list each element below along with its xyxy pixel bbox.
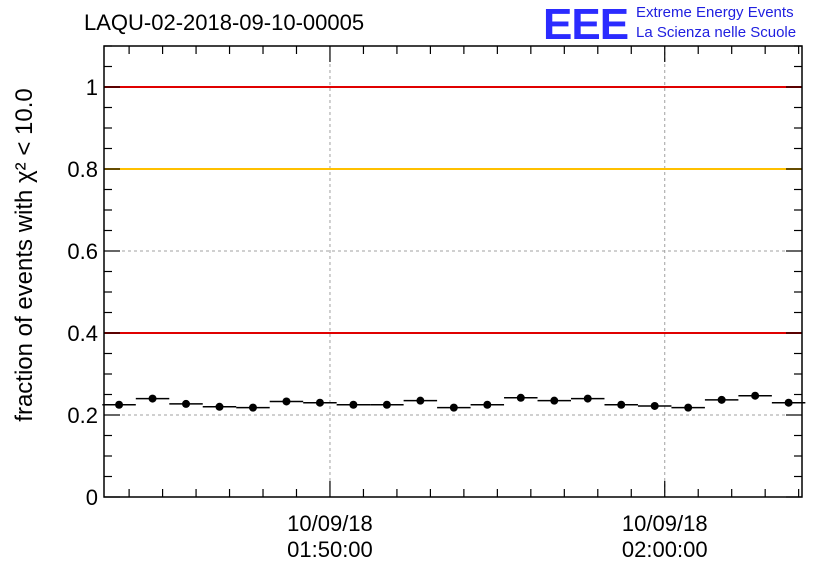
data-point: [751, 391, 760, 400]
data-point: [516, 393, 525, 402]
data-point: [717, 395, 726, 404]
data-point: [148, 394, 157, 403]
data-points: [102, 391, 806, 412]
x-tick-label-time: 02:00:00: [622, 537, 708, 562]
data-point: [248, 403, 257, 412]
reference-lines: [104, 86, 802, 334]
data-point: [382, 400, 391, 409]
y-tick-label: 0.8: [67, 157, 98, 182]
data-point: [550, 396, 559, 405]
x-tick-label-date: 10/09/18: [622, 511, 708, 536]
data-point: [650, 401, 659, 410]
data-point: [784, 398, 793, 407]
grid-lines: [104, 46, 802, 497]
data-point: [282, 397, 291, 406]
y-tick-label: 0.4: [67, 321, 98, 346]
plot-frame: [103, 45, 803, 498]
data-point: [684, 403, 693, 412]
eee-logo: EEE: [543, 0, 629, 49]
logo-subtitle-1: Extreme Energy Events: [636, 4, 794, 21]
data-point: [583, 394, 592, 403]
data-point: [617, 400, 626, 409]
plot-border: [103, 45, 803, 498]
chart-title: LAQU-02-2018-09-10-00005: [84, 10, 365, 35]
data-point: [115, 400, 124, 409]
y-axis-label: fraction of events with χ² < 10.0: [11, 88, 38, 421]
x-tick-label-date: 10/09/18: [287, 511, 373, 536]
y-axis-ticks: 0 0.2 0.4 0.6 0.8 1: [67, 45, 802, 510]
y-tick-label: 0: [86, 485, 98, 510]
data-point: [182, 399, 191, 408]
data-point: [349, 400, 358, 409]
y-tick-label: 0.2: [67, 403, 98, 428]
x-tick-label-time: 01:50:00: [287, 537, 373, 562]
data-point: [315, 398, 324, 407]
data-point: [416, 396, 425, 405]
data-point: [483, 400, 492, 409]
logo-subtitle-2: La Scienza nelle Scuole: [636, 24, 797, 41]
y-tick-label: 1: [86, 75, 98, 100]
data-point: [215, 402, 224, 411]
y-tick-label: 0.6: [67, 239, 98, 264]
data-point: [449, 403, 458, 412]
